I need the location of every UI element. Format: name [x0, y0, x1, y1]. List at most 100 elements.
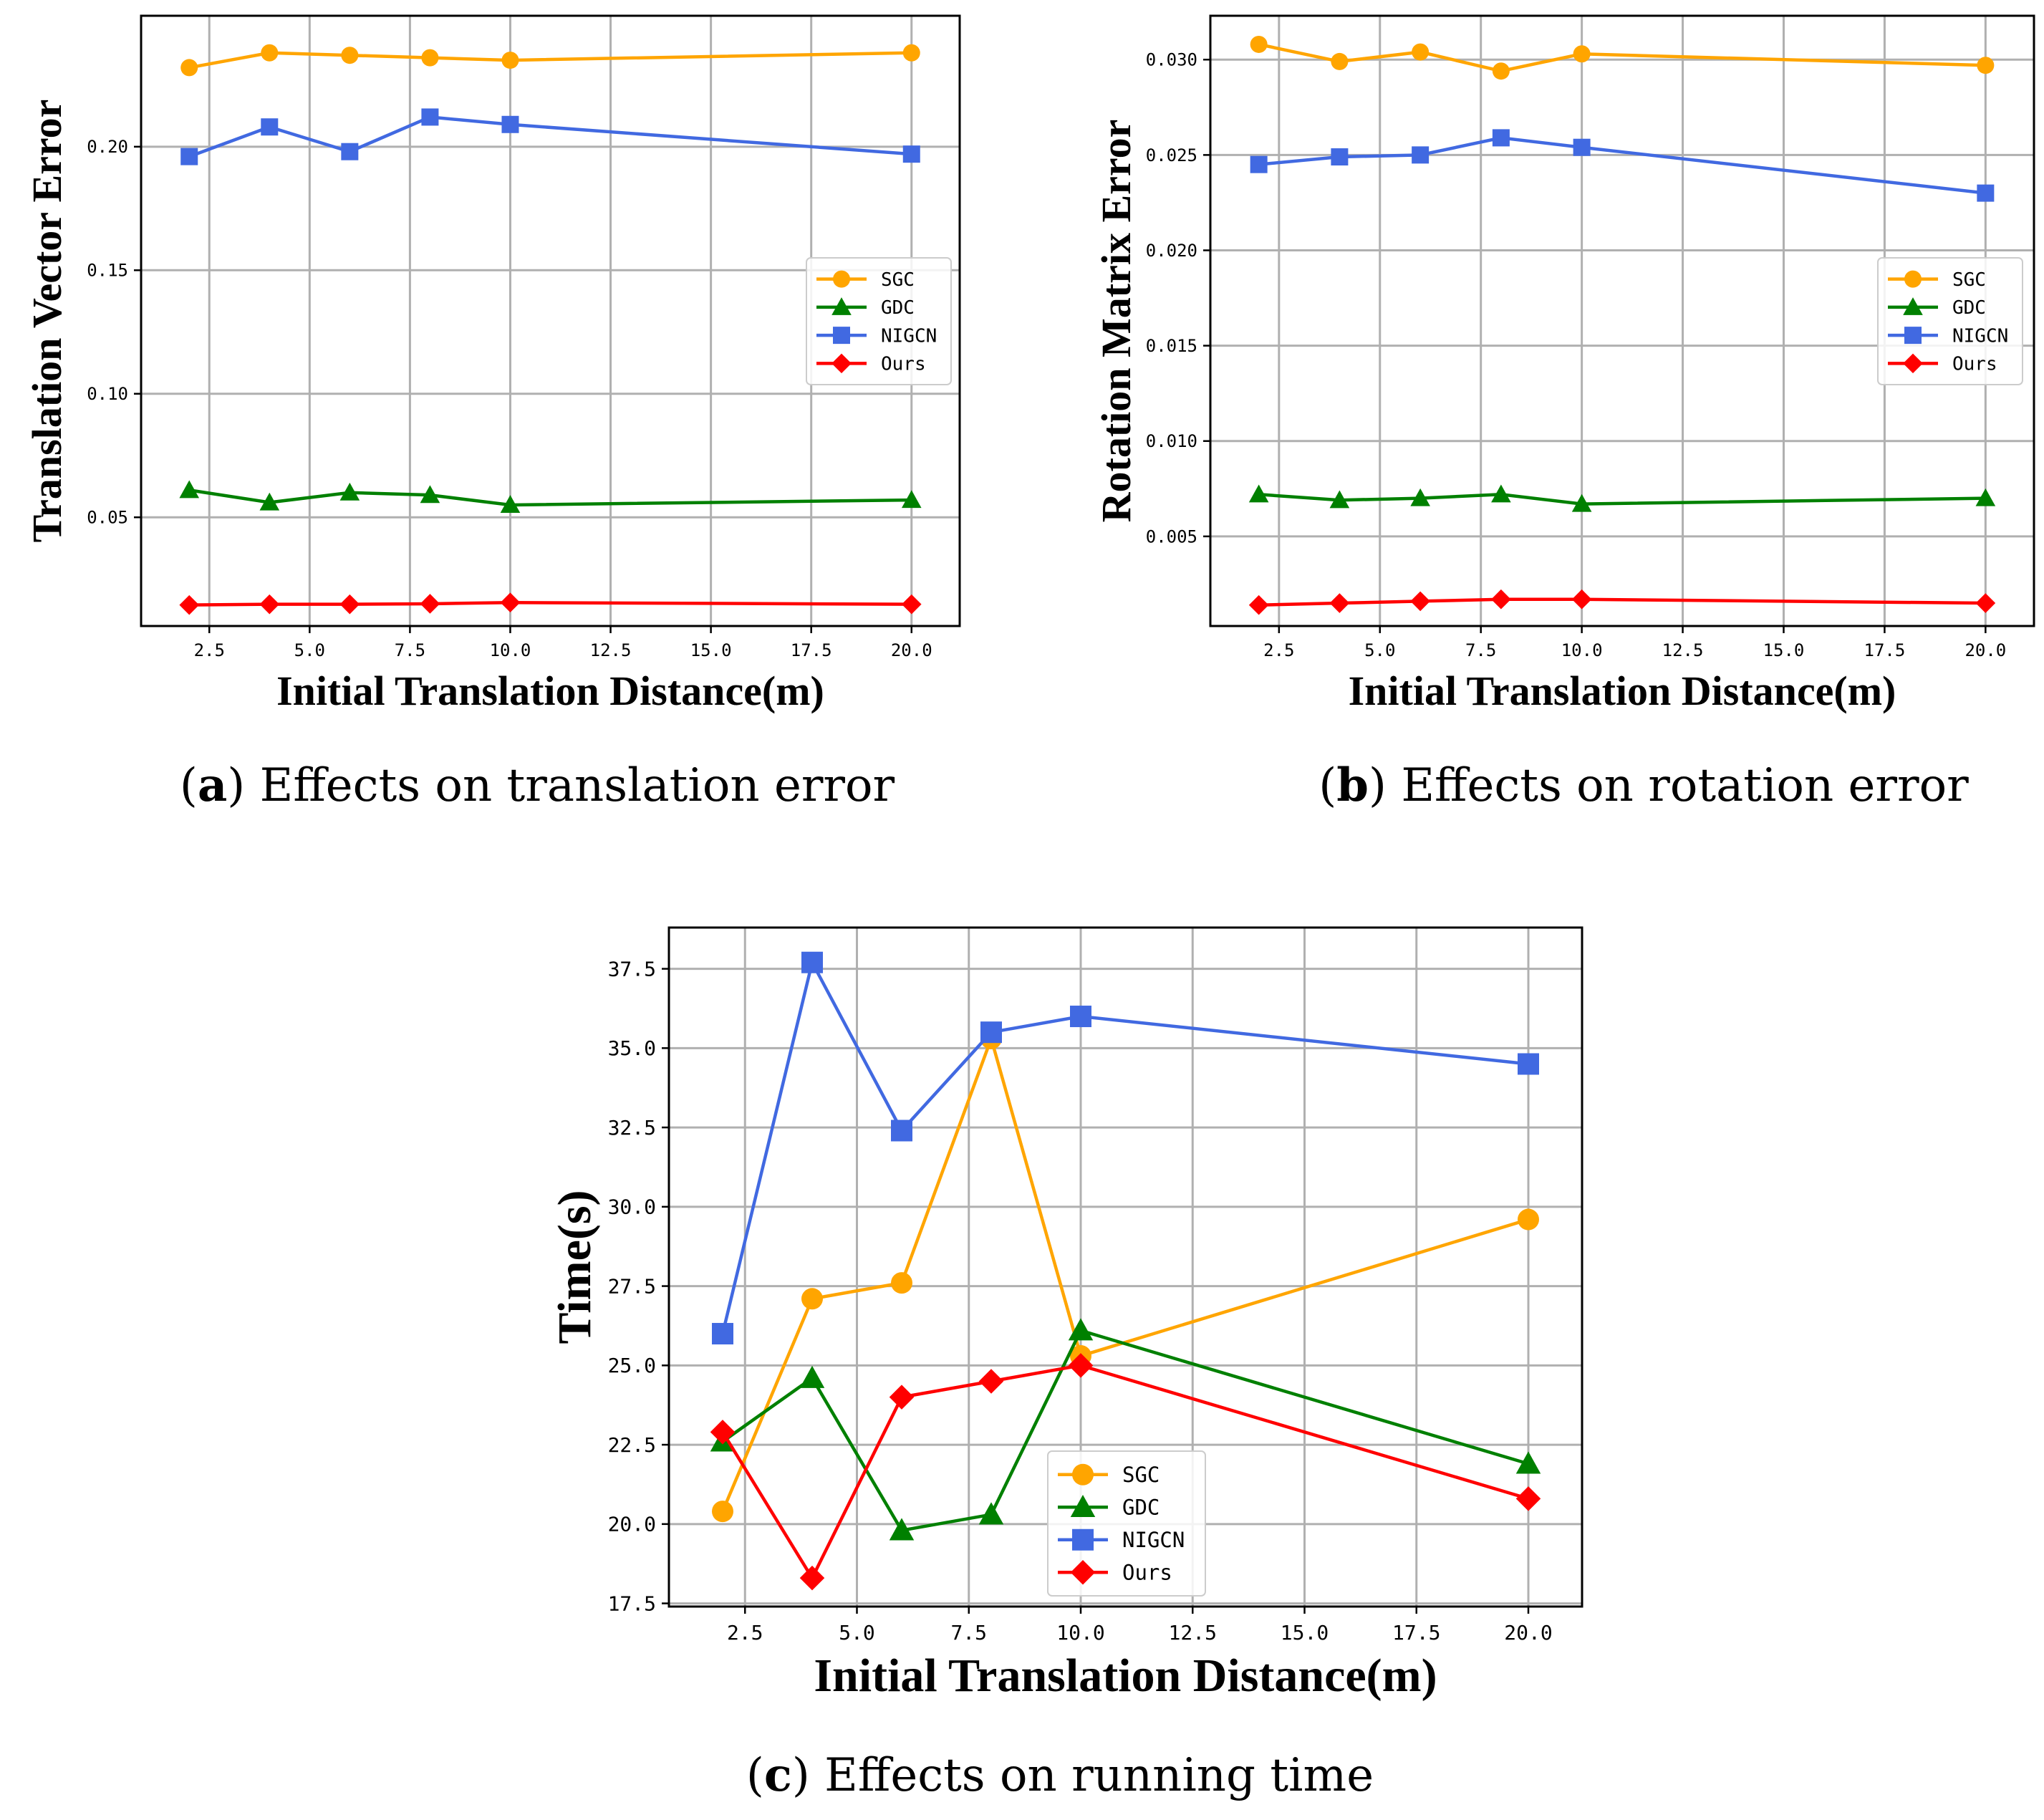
data-point-gdc: [1491, 484, 1511, 503]
data-point-ours: [1248, 594, 1269, 615]
y-axis-label: Rotation Matrix Error: [1093, 120, 1139, 523]
data-point-ours: [1068, 1353, 1094, 1378]
plot-frame: [667, 926, 1583, 1608]
data-point-nigcn: [1573, 138, 1591, 156]
legend-item-gdc: GDC: [816, 297, 915, 319]
data-point-ours: [420, 594, 440, 614]
data-point-ours: [1329, 593, 1350, 613]
legend-box: [806, 257, 952, 385]
x-tick-label: 7.5: [950, 1621, 987, 1645]
legend-label: NIGCN: [881, 325, 937, 347]
x-tick-label: 12.5: [1169, 1621, 1217, 1645]
x-tick-label: 10.0: [1561, 640, 1603, 660]
legend-item-nigcn: NIGCN: [1888, 325, 2008, 347]
caption-c: (c) Effects on running time: [746, 1748, 1374, 1802]
legend-box: [1047, 1450, 1206, 1597]
data-point-ours: [1491, 589, 1511, 610]
legend-label: Ours: [881, 354, 926, 375]
series-line-ours: [721, 1364, 1529, 1581]
x-tick-label: 15.0: [690, 640, 732, 660]
x-tick-label: 2.5: [194, 640, 225, 660]
data-point-nigcn: [341, 143, 359, 160]
y-tick-label: 37.5: [608, 957, 656, 981]
plot-frame: [1209, 14, 2035, 627]
legend-item-sgc: SGC: [1058, 1463, 1160, 1487]
data-point-sgc: [891, 1272, 912, 1294]
x-tick-label: 17.5: [1864, 640, 1906, 660]
chart-translation-error: 2.5 5.0 7.5 10.0 12.5 15.0 17.5 20.0 0.05 0.10 0.1…: [24, 14, 961, 714]
data-point-ours: [179, 594, 200, 615]
y-tick-label: 17.5: [608, 1592, 656, 1615]
data-point-nigcn: [980, 1021, 1002, 1044]
y-tick-label: 20.0: [608, 1513, 656, 1536]
legend-item-ours: Ours: [816, 353, 926, 375]
x-tick-label: 12.5: [1662, 640, 1704, 660]
x-tick-label: 12.5: [590, 640, 632, 660]
data-point-gdc: [1248, 484, 1269, 503]
data-point-gdc: [1515, 1451, 1541, 1474]
data-point-gdc: [500, 495, 521, 514]
series-line-nigcn: [1258, 136, 1986, 195]
data-point-sgc: [1250, 35, 1268, 53]
x-tick-label: 10.0: [1056, 1621, 1104, 1645]
data-point-sgc: [501, 52, 519, 69]
data-point-nigcn: [501, 115, 519, 133]
data-point-gdc: [1329, 490, 1350, 509]
y-tick-label: 0.025: [1146, 145, 1197, 165]
legend: SGC GDC NIGCN Ours: [1877, 257, 2023, 385]
data-point-nigcn: [891, 1120, 912, 1142]
data-point-nigcn: [421, 108, 439, 126]
legend-label: GDC: [881, 297, 915, 319]
y-tick-label: 25.0: [608, 1354, 656, 1377]
x-tick-label: 5.0: [1364, 640, 1395, 660]
series-line-gdc: [188, 488, 912, 507]
series-line-ours: [1258, 597, 1986, 607]
y-tick-label: 0.20: [87, 137, 128, 157]
y-tick-label: 0.15: [87, 261, 128, 281]
y-tick-label: 27.5: [608, 1274, 656, 1298]
y-axis-label: Time(s): [549, 1190, 601, 1344]
series-line-gdc: [721, 1328, 1529, 1533]
y-tick-label: 0.05: [87, 508, 128, 528]
y-axis-label: Translation Vector Error: [24, 100, 70, 543]
x-tick-label: 7.5: [1465, 640, 1496, 660]
data-point-sgc: [801, 1288, 823, 1310]
legend: SGC GDC NIGCN Ours: [1047, 1450, 1206, 1597]
data-point-gdc: [1975, 488, 1996, 506]
y-tick-label: 32.5: [608, 1116, 656, 1140]
legend-marker-nigcn: [833, 327, 850, 345]
data-point-ours: [259, 594, 280, 615]
data-point-nigcn: [261, 118, 279, 136]
series-line-nigcn: [188, 115, 912, 158]
legend-marker-gdc: [1070, 1495, 1096, 1518]
y-tick-label: 30.0: [608, 1195, 656, 1219]
x-tick-label: 10.0: [490, 640, 531, 660]
legend-item-ours: Ours: [1888, 353, 1997, 375]
caption-a: (a) Effects on translation error: [180, 759, 895, 812]
legend-label: GDC: [1952, 297, 1986, 319]
data-point-ours: [901, 594, 922, 615]
data-point-gdc: [420, 485, 440, 504]
data-point-gdc: [1068, 1318, 1094, 1341]
x-tick-label: 15.0: [1763, 640, 1805, 660]
legend-item-sgc: SGC: [1888, 269, 1986, 291]
x-tick-label: 15.0: [1281, 1621, 1329, 1645]
x-tick-label: 20.0: [1504, 1621, 1552, 1645]
y-tick-label: 35.0: [608, 1036, 656, 1060]
legend-marker-gdc: [1903, 297, 1923, 315]
x-tick-label: 2.5: [727, 1621, 763, 1645]
y-tick-label: 0.10: [87, 384, 128, 404]
y-tick-label: 0.030: [1146, 50, 1197, 70]
data-point-ours: [889, 1385, 915, 1410]
caption-b: (b) Effects on rotation error: [1319, 759, 1969, 812]
legend-marker-nigcn: [1072, 1528, 1094, 1551]
data-point-ours: [1515, 1486, 1541, 1511]
y-tick-label: 0.005: [1146, 526, 1197, 547]
series-line-gdc: [1258, 493, 1986, 506]
x-tick-label: 7.5: [395, 640, 425, 660]
data-point-nigcn: [902, 145, 920, 163]
data-point-gdc: [978, 1502, 1004, 1525]
legend-item-ours: Ours: [1058, 1560, 1172, 1585]
legend-label: NIGCN: [1952, 325, 2008, 347]
